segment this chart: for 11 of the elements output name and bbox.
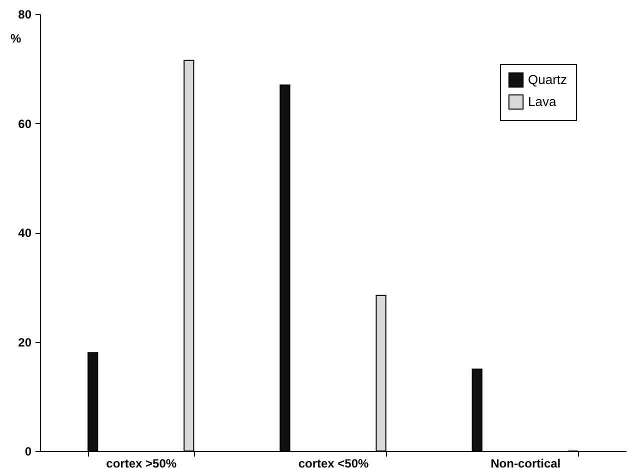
x-tick-label: cortex <50% <box>298 456 370 470</box>
y-tick-label: 20 <box>18 335 32 350</box>
x-tick-label: Non-cortical <box>490 456 561 470</box>
y-tick-label: 0 <box>24 444 32 458</box>
y-tick-label: 80 <box>18 8 32 22</box>
y-tick-label: 60 <box>18 116 32 131</box>
y-axis-title: % <box>10 32 22 46</box>
y-tick-label: 40 <box>18 226 32 240</box>
x-tick-label: cortex >50% <box>106 456 177 470</box>
legend-label: Lava <box>528 94 557 109</box>
legend-label: Quartz <box>528 72 568 87</box>
